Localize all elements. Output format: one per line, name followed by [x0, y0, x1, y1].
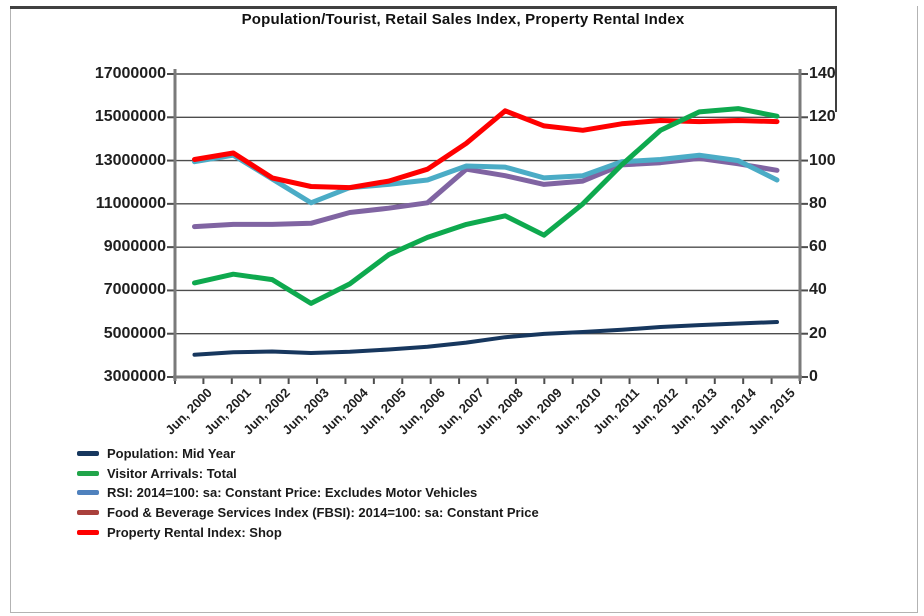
legend-item-property-rental: Property Rental Index: Shop: [77, 522, 539, 542]
legend-label: Food & Beverage Services Index (FBSI): 2…: [107, 505, 539, 521]
legend-item-fbsi: Food & Beverage Services Index (FBSI): 2…: [77, 503, 539, 523]
legend: Population: Mid Year Visitor Arrivals: T…: [77, 444, 539, 542]
chart-title: Population/Tourist, Retail Sales Index, …: [241, 11, 685, 28]
left-axis-tick-label: 9000000: [103, 238, 166, 256]
left-axis-tick-label: 5000000: [103, 324, 166, 342]
right-axis-tick-label: 120: [809, 108, 836, 126]
right-axis-tick-label: 100: [809, 151, 836, 169]
series-line-3: [192, 155, 780, 230]
panel-right-frame-edge: [835, 6, 837, 112]
right-axis-tick-label: 20: [809, 324, 827, 342]
legend-item-rsi: RSI: 2014=100: sa: Constant Price: Exclu…: [77, 483, 539, 503]
legend-item-population: Population: Mid Year: [77, 444, 539, 464]
legend-label: Property Rental Index: Shop: [107, 524, 282, 540]
series-line-1: [192, 106, 780, 306]
left-axis-tick-label: 7000000: [103, 281, 166, 299]
right-axis-tick-label: 60: [809, 238, 827, 256]
left-axis-tick-label: 13000000: [94, 151, 166, 169]
left-axis-tick-label: 3000000: [103, 368, 166, 385]
fbsi-legend-swatch: [77, 510, 99, 516]
right-axis-tick-label: 140: [809, 65, 836, 82]
chart-panel: [10, 6, 918, 613]
property-rental-legend-swatch: [77, 529, 99, 535]
rsi-legend-swatch: [77, 490, 99, 496]
legend-item-visitor-arrivals: Visitor Arrivals: Total: [77, 464, 539, 484]
legend-label: Population: Mid Year: [107, 446, 236, 462]
left-axis-tick-label: 15000000: [94, 108, 166, 126]
population-legend-swatch: [77, 451, 99, 457]
series-line-0: [192, 320, 779, 357]
right-axis-tick-label: 40: [809, 281, 827, 299]
series-line-2: [192, 152, 780, 206]
left-axis-tick-label: 11000000: [95, 194, 166, 212]
visitor-arrivals-legend-swatch: [77, 470, 99, 476]
right-axis-tick-label: 0: [809, 368, 818, 385]
panel-top-rule: [10, 6, 836, 9]
legend-label: Visitor Arrivals: Total: [107, 465, 237, 481]
series-line-4: [192, 108, 780, 191]
legend-label: RSI: 2014=100: sa: Constant Price: Exclu…: [107, 485, 478, 501]
right-axis-tick-label: 80: [809, 194, 827, 212]
left-axis-tick-label: 17000000: [94, 65, 166, 82]
